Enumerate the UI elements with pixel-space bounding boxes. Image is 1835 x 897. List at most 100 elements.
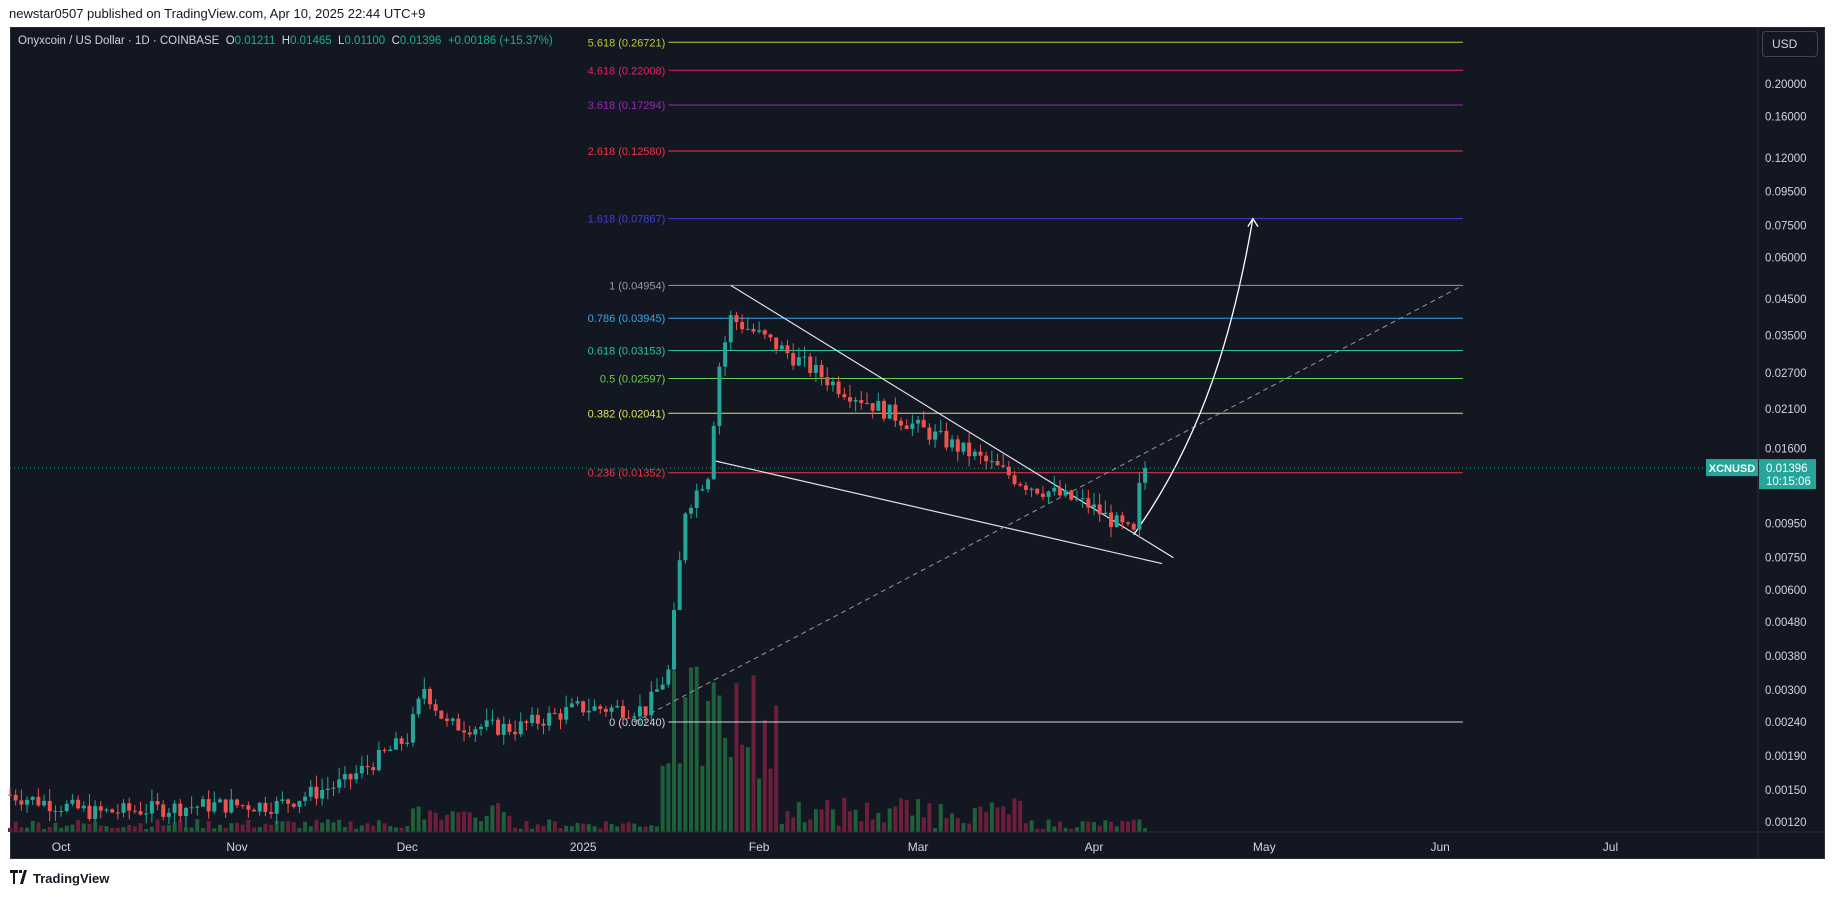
candle-body [916,419,921,424]
y-tick-label: 0.00120 [1765,817,1807,829]
volume-bar [200,828,205,832]
candle-body [405,742,410,744]
volume-bar [1012,798,1017,832]
volume-bar [586,824,591,832]
volume-bar [47,826,52,832]
volume-bar [297,828,302,832]
candle-body [110,809,115,813]
candle-body [121,803,126,813]
volume-bar [552,821,557,832]
volume-bar [694,666,699,832]
y-tick-label: 0.00950 [1765,519,1807,531]
candle-body [813,365,818,373]
volume-bar [740,744,745,832]
candle-body [791,353,796,366]
volume-bar [280,821,285,832]
volume-bar [456,812,461,832]
volume-bar [36,822,41,832]
volume-bar [972,808,977,832]
volume-bar [802,822,807,832]
candle-body [609,707,614,712]
volume-bar [399,827,404,832]
volume-bar [359,825,364,832]
volume-bar [672,671,676,832]
volume-bar [757,778,762,832]
volume-bar [30,820,35,832]
candle-body [518,721,523,735]
volume-bar [734,683,739,832]
chart-pane[interactable] [10,27,1825,859]
candle-body [547,712,552,726]
volume-bar [847,811,852,832]
volume-bar [677,763,682,832]
price-tag-countdown: 10:15:06 [1766,476,1811,488]
candle-body [740,322,745,330]
volume-bar [252,827,257,832]
volume-bar [257,827,262,832]
trend-drawings [634,217,1464,723]
volume-bar [706,701,711,832]
volume-bar [598,828,603,832]
volume-bar [830,809,835,832]
volume-bar [365,823,370,832]
volume-bar [144,828,149,832]
volume-bar [223,827,228,832]
volume-bar [887,808,892,832]
candle-body [98,806,103,811]
volume-bar [938,803,943,832]
fib-level-label: 2.618 (0.12580) [588,146,666,158]
candle-body [382,749,387,752]
y-tick-label: 0.00600 [1765,585,1807,597]
volume-bar [149,826,154,832]
volume-bar [1137,819,1142,832]
volume-bar [541,826,546,832]
candle-body [950,439,955,448]
candle-body [467,732,472,735]
candle-body [774,337,779,350]
volume-bar [1063,827,1068,832]
volume-bar [1052,826,1057,832]
volume-bar [507,815,512,832]
volume-bar [683,697,688,832]
volume-bar [876,812,881,832]
candle-body [535,714,540,724]
volume-bar [1029,820,1034,832]
volume-bar [462,811,467,832]
volume-bar [325,819,330,832]
currency-selector[interactable]: USD [1762,31,1818,57]
volume-bar [592,826,597,832]
volume-bar [331,822,336,832]
fib-level-label: 0.5 (0.02597) [600,374,665,386]
candle-body [836,381,841,395]
volume-bar [620,823,625,832]
volume-bar [1109,821,1113,832]
volume-bar [762,719,767,832]
candle-body [240,805,245,807]
volume-bar [989,802,994,832]
symbol-description: Onyxcoin / US Dollar · 1D · COINBASE [18,35,220,47]
candle-body [149,801,154,814]
candle-body [864,403,869,405]
candle-body [365,765,370,768]
candle-body [479,726,484,730]
high-value: 0.01465 [290,35,332,47]
volume-bar [836,825,841,832]
volume-bar [530,828,535,832]
x-tick-label: Mar [908,840,929,854]
volume-bar [774,705,779,832]
candle-body [1012,475,1017,485]
candle-body [711,425,716,480]
candle-body [189,807,194,809]
candle-body [206,799,211,812]
candle-body [132,810,137,812]
candle-body [325,788,330,790]
price-tag-symbol-bg [1706,459,1758,477]
candle-body [683,513,688,561]
candle-body [8,794,12,796]
volume-bar [81,823,86,832]
candle-body [796,357,801,366]
volume-bar [218,824,222,832]
candle-body [274,800,279,814]
volume-bar [445,814,449,832]
